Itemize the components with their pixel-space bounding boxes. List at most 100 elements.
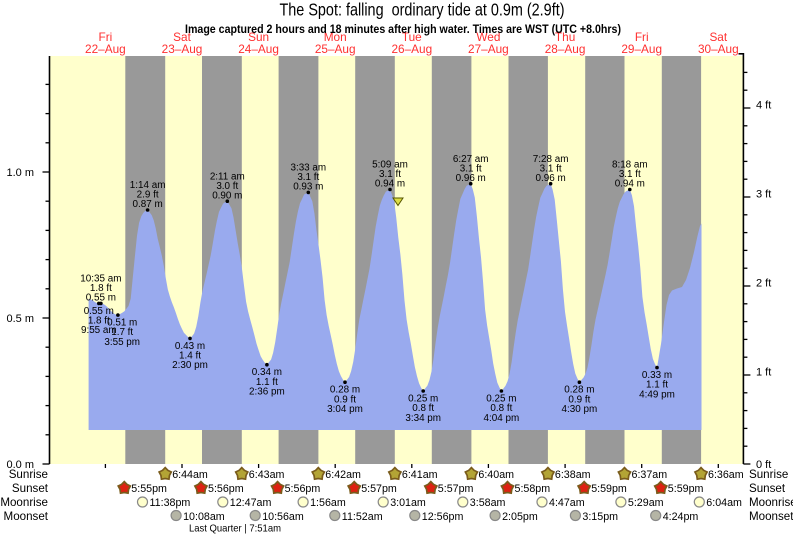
svg-text:Mon: Mon [324, 30, 347, 44]
svg-text:5:58pm: 5:58pm [515, 483, 551, 495]
svg-text:The Spot: falling ordinary ti: The Spot: falling ordinary tide at 0.9m … [280, 0, 565, 20]
svg-text:3 ft: 3 ft [756, 189, 771, 201]
svg-text:5:09 am: 5:09 am [372, 160, 408, 171]
svg-text:1.4 ft: 1.4 ft [179, 351, 201, 362]
svg-text:1.7 ft: 1.7 ft [111, 327, 133, 338]
svg-text:23–Aug: 23–Aug [162, 42, 203, 56]
svg-text:0.94 m: 0.94 m [615, 179, 645, 190]
svg-text:6:40am: 6:40am [478, 469, 514, 481]
svg-text:0.5 m: 0.5 m [6, 313, 34, 325]
svg-text:6:04am: 6:04am [706, 497, 742, 509]
svg-text:5:59pm: 5:59pm [668, 483, 704, 495]
svg-text:3:33 am: 3:33 am [290, 163, 326, 174]
svg-text:0.51 m: 0.51 m [107, 318, 137, 329]
svg-text:2:05pm: 2:05pm [502, 511, 538, 523]
svg-text:2:11 am: 2:11 am [210, 171, 245, 182]
svg-text:10:35 am: 10:35 am [80, 274, 121, 285]
svg-text:3.1 ft: 3.1 ft [379, 169, 401, 180]
svg-text:Fri: Fri [635, 30, 649, 44]
svg-text:5:56pm: 5:56pm [285, 483, 321, 495]
svg-text:1.1 ft: 1.1 ft [646, 380, 668, 391]
svg-text:6:37am: 6:37am [632, 469, 668, 481]
svg-text:4 ft: 4 ft [756, 100, 771, 112]
svg-text:3:04 pm: 3:04 pm [327, 404, 363, 415]
svg-text:22–Aug: 22–Aug [85, 42, 126, 56]
svg-text:0.96 m: 0.96 m [456, 173, 486, 184]
svg-text:2:36 pm: 2:36 pm [249, 387, 285, 398]
svg-text:10:08am: 10:08am [183, 511, 225, 523]
svg-text:6:41am: 6:41am [402, 469, 438, 481]
svg-text:12:56pm: 12:56pm [422, 511, 464, 523]
svg-text:5:56pm: 5:56pm [208, 483, 244, 495]
svg-text:0.28 m: 0.28 m [564, 385, 594, 396]
svg-text:3.1 ft: 3.1 ft [460, 163, 482, 174]
svg-text:11:38pm: 11:38pm [150, 497, 191, 509]
svg-text:5:57pm: 5:57pm [361, 483, 397, 495]
svg-text:0.55 m: 0.55 m [86, 293, 116, 304]
svg-text:6:27 am: 6:27 am [453, 154, 489, 165]
svg-text:8:18 am: 8:18 am [612, 160, 648, 171]
svg-text:2:30 pm: 2:30 pm [172, 360, 208, 371]
svg-text:Fri: Fri [99, 30, 113, 44]
svg-text:0.34 m: 0.34 m [252, 367, 282, 378]
svg-text:Moonset: Moonset [749, 510, 793, 523]
svg-text:Wed: Wed [476, 30, 500, 44]
svg-text:Sunset: Sunset [12, 482, 49, 495]
svg-text:0.33 m: 0.33 m [642, 370, 672, 381]
svg-text:12:47am: 12:47am [230, 497, 272, 509]
svg-text:0.55 m: 0.55 m [84, 306, 114, 317]
svg-text:3:01am: 3:01am [390, 497, 426, 509]
svg-text:6:42am: 6:42am [325, 469, 361, 481]
svg-text:0.9 ft: 0.9 ft [334, 394, 356, 405]
svg-text:6:38am: 6:38am [555, 469, 591, 481]
svg-text:27–Aug: 27–Aug [468, 42, 509, 56]
svg-text:Tue: Tue [402, 30, 422, 44]
svg-text:Image captured 2 hours and 18: Image captured 2 hours and 18 minutes af… [185, 24, 621, 36]
svg-text:3.1 ft: 3.1 ft [297, 172, 319, 183]
svg-text:0.9 ft: 0.9 ft [568, 394, 590, 405]
svg-text:Sun: Sun [248, 30, 269, 44]
svg-text:0.43 m: 0.43 m [175, 341, 205, 352]
svg-text:26–Aug: 26–Aug [391, 42, 432, 56]
svg-text:3:15pm: 3:15pm [582, 511, 618, 523]
svg-text:1.8 ft: 1.8 ft [88, 316, 110, 327]
svg-text:Moonrise: Moonrise [0, 496, 48, 509]
svg-text:28–Aug: 28–Aug [545, 42, 586, 56]
svg-text:10:56am: 10:56am [262, 511, 304, 523]
svg-text:Sunset: Sunset [749, 482, 786, 495]
svg-text:Last Quarter | 7:51am: Last Quarter | 7:51am [189, 523, 281, 535]
svg-text:24–Aug: 24–Aug [238, 42, 279, 56]
svg-text:4:24pm: 4:24pm [663, 511, 699, 523]
svg-text:5:55pm: 5:55pm [131, 483, 167, 495]
svg-text:1:14 am: 1:14 am [130, 180, 166, 191]
svg-text:0.94 m: 0.94 m [375, 179, 405, 190]
svg-text:Sunrise: Sunrise [749, 468, 788, 481]
svg-text:4:30 pm: 4:30 pm [562, 404, 598, 415]
svg-text:Moonset: Moonset [4, 510, 49, 523]
svg-text:0.93 m: 0.93 m [293, 182, 323, 193]
svg-text:1.0 m: 1.0 m [6, 167, 34, 179]
svg-text:1 ft: 1 ft [756, 367, 771, 379]
svg-text:0.28 m: 0.28 m [330, 385, 360, 396]
svg-text:3:55 pm: 3:55 pm [104, 337, 140, 348]
svg-text:0.8 ft: 0.8 ft [490, 403, 512, 414]
svg-text:0.0 m: 0.0 m [6, 459, 34, 471]
svg-text:Thu: Thu [555, 30, 575, 44]
svg-text:4:49 pm: 4:49 pm [639, 389, 675, 400]
svg-text:1.8 ft: 1.8 ft [90, 283, 112, 294]
svg-text:1:56am: 1:56am [310, 497, 346, 509]
svg-text:4:47am: 4:47am [549, 497, 585, 509]
svg-text:Sunrise: Sunrise [9, 468, 48, 481]
svg-text:25–Aug: 25–Aug [315, 42, 356, 56]
svg-text:Sat: Sat [709, 30, 727, 44]
svg-text:0.8 ft: 0.8 ft [412, 403, 434, 414]
svg-text:Moonrise: Moonrise [749, 496, 793, 509]
svg-text:0 ft: 0 ft [756, 459, 771, 471]
svg-text:Sat: Sat [173, 30, 191, 44]
svg-text:3.0 ft: 3.0 ft [216, 181, 238, 192]
svg-text:3:58am: 3:58am [470, 497, 506, 509]
svg-text:9:55 am: 9:55 am [81, 325, 117, 336]
svg-text:3:34 pm: 3:34 pm [405, 413, 441, 424]
svg-text:0.25 m: 0.25 m [486, 393, 516, 404]
svg-text:1.1 ft: 1.1 ft [256, 377, 278, 388]
